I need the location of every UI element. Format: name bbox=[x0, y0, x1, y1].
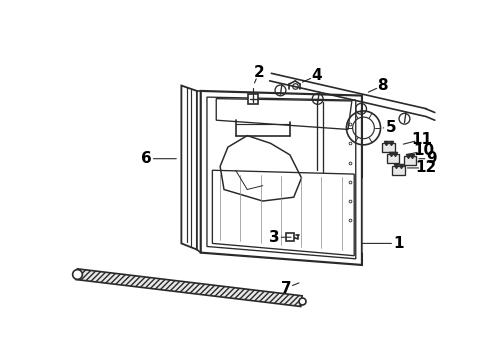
Text: 3: 3 bbox=[269, 230, 280, 245]
Polygon shape bbox=[76, 269, 302, 306]
Bar bbox=[392, 166, 405, 175]
Bar bbox=[382, 143, 394, 152]
Bar bbox=[404, 156, 416, 165]
Text: 5: 5 bbox=[385, 120, 396, 135]
Bar bbox=[387, 154, 399, 163]
Text: 8: 8 bbox=[378, 78, 388, 93]
Text: 10: 10 bbox=[414, 144, 435, 158]
Text: 9: 9 bbox=[426, 151, 437, 166]
Text: 2: 2 bbox=[253, 65, 264, 80]
Text: 12: 12 bbox=[415, 161, 436, 175]
Text: 7: 7 bbox=[281, 280, 292, 296]
Text: 1: 1 bbox=[393, 236, 404, 251]
Text: 6: 6 bbox=[141, 151, 152, 166]
Text: 4: 4 bbox=[312, 68, 322, 83]
Text: 11: 11 bbox=[411, 132, 432, 147]
